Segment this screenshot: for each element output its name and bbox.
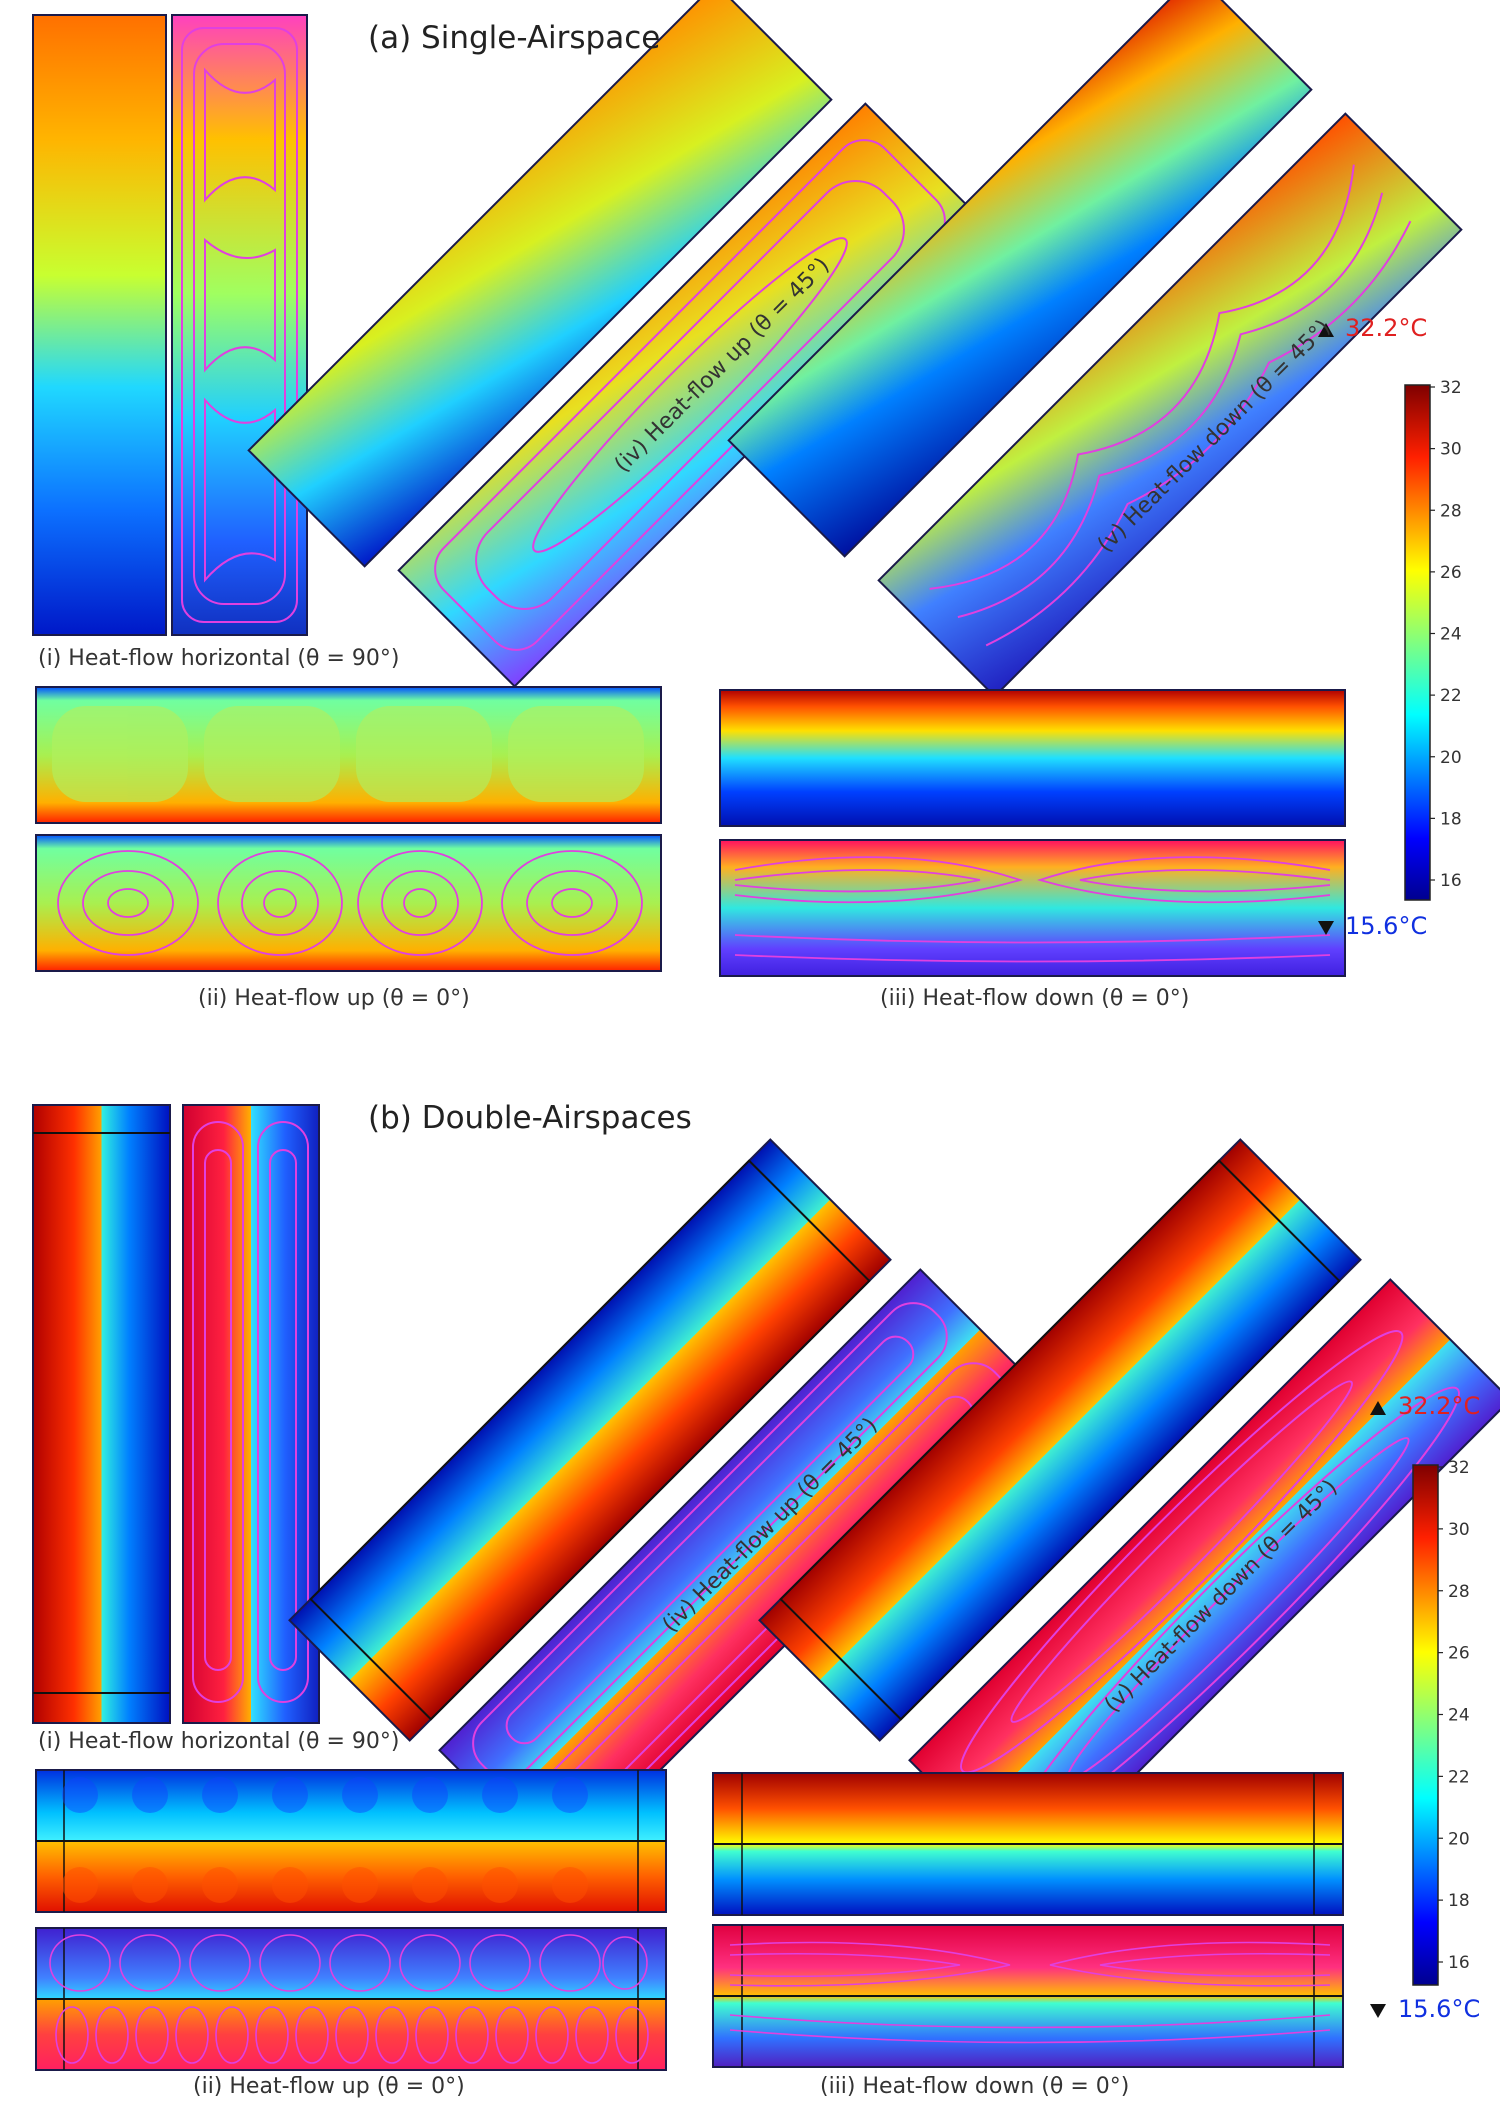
a-v-streamline-panel xyxy=(877,112,1463,698)
colorbar-b-tick-label: 20 xyxy=(1448,1829,1470,1849)
colorbar-a-tick-label: 24 xyxy=(1440,625,1462,645)
a-i-streamline-panel xyxy=(171,14,308,636)
colorbar-a-ramp xyxy=(1404,384,1431,901)
a-min-temp-label: 15.6°C xyxy=(1345,912,1428,940)
b-caption-iii: (iii) Heat-flow down (θ = 0°) xyxy=(820,2074,1130,2099)
a-iii-temperature-panel xyxy=(719,689,1346,827)
b-i-streamlines xyxy=(192,1121,309,1703)
max-arrow-a-icon xyxy=(1318,323,1334,337)
colorbar-a-tick-label: 18 xyxy=(1440,809,1462,829)
b-v-stream-group xyxy=(908,1278,1500,1882)
b-ii-streamlines xyxy=(49,1934,649,2064)
colorbar-b-ramp xyxy=(1412,1464,1439,1986)
min-arrow-a-icon xyxy=(1318,921,1334,935)
b-caption-i: (i) Heat-flow horizontal (θ = 90°) xyxy=(38,1729,400,1754)
b-caption-ii: (ii) Heat-flow up (θ = 0°) xyxy=(193,2074,465,2099)
colorbar-b-tick-label: 28 xyxy=(1448,1582,1470,1602)
a-v-stream-group xyxy=(877,112,1463,698)
colorbar-b-tick-label: 26 xyxy=(1448,1644,1470,1664)
colorbar-b-tick-label: 16 xyxy=(1448,1953,1470,1973)
colorbar-b-tick-label: 24 xyxy=(1448,1706,1470,1726)
section-a xyxy=(32,0,1463,977)
min-arrow-b-icon xyxy=(1370,2004,1386,2018)
colorbar-b-tick-label: 30 xyxy=(1448,1520,1470,1540)
colorbar-b-tick-label: 18 xyxy=(1448,1891,1470,1911)
colorbar-b: 32 30 28 26 24 22 20 18 16 xyxy=(1412,1458,1470,1986)
b-v-group xyxy=(758,1138,1362,1742)
a-i-temperature-panel xyxy=(32,14,167,636)
a-iv-group xyxy=(247,0,833,568)
a-i-streamlines xyxy=(181,27,298,623)
colorbar-a-tick-label: 32 xyxy=(1440,378,1462,398)
colorbar-a-tick-label: 28 xyxy=(1440,501,1462,521)
a-ii-streamline-panel xyxy=(35,834,662,972)
a-max-temp-label: 32.2°C xyxy=(1345,314,1428,342)
b-min-temp-label: 15.6°C xyxy=(1398,1995,1481,2023)
b-iv-group xyxy=(288,1138,892,1742)
max-arrow-b-icon xyxy=(1370,1401,1386,1415)
b-i-temperature-panel xyxy=(32,1104,171,1724)
a-v-temperature-panel xyxy=(727,0,1313,558)
colorbar-b-tick-label: 22 xyxy=(1448,1767,1470,1787)
a-caption-i: (i) Heat-flow horizontal (θ = 90°) xyxy=(38,646,400,671)
a-iii-streamline-panel xyxy=(719,839,1346,977)
b-ii-plumes xyxy=(62,1777,588,1813)
a-v-group xyxy=(727,0,1313,558)
a-caption-iii: (iii) Heat-flow down (θ = 0°) xyxy=(880,986,1190,1011)
colorbar-a-tick-label: 20 xyxy=(1440,748,1462,768)
section-a-title: (a) Single-Airspace xyxy=(368,20,661,56)
a-iii-streamlines xyxy=(734,856,1331,963)
colorbar-a-tick-label: 26 xyxy=(1440,563,1462,583)
section-b-title: (b) Double-Airspaces xyxy=(368,1100,692,1136)
a-ii-cells xyxy=(52,706,644,802)
colorbar-a-tick-label: 30 xyxy=(1440,440,1462,460)
colorbar-a-tick-label: 22 xyxy=(1440,686,1462,706)
b-max-temp-label: 32.2°C xyxy=(1398,1392,1481,1420)
b-iii-streamlines xyxy=(729,1941,1331,2044)
a-caption-ii: (ii) Heat-flow up (θ = 0°) xyxy=(198,986,470,1011)
a-iv-temperature-panel xyxy=(247,0,833,568)
colorbar-a: 32 30 28 26 24 22 20 18 16 xyxy=(1404,378,1462,901)
a-ii-streamlines xyxy=(57,850,643,956)
colorbar-a-tick-label: 16 xyxy=(1440,871,1462,891)
section-b xyxy=(32,1104,1500,2071)
colorbar-b-tick-label: 32 xyxy=(1448,1458,1470,1478)
